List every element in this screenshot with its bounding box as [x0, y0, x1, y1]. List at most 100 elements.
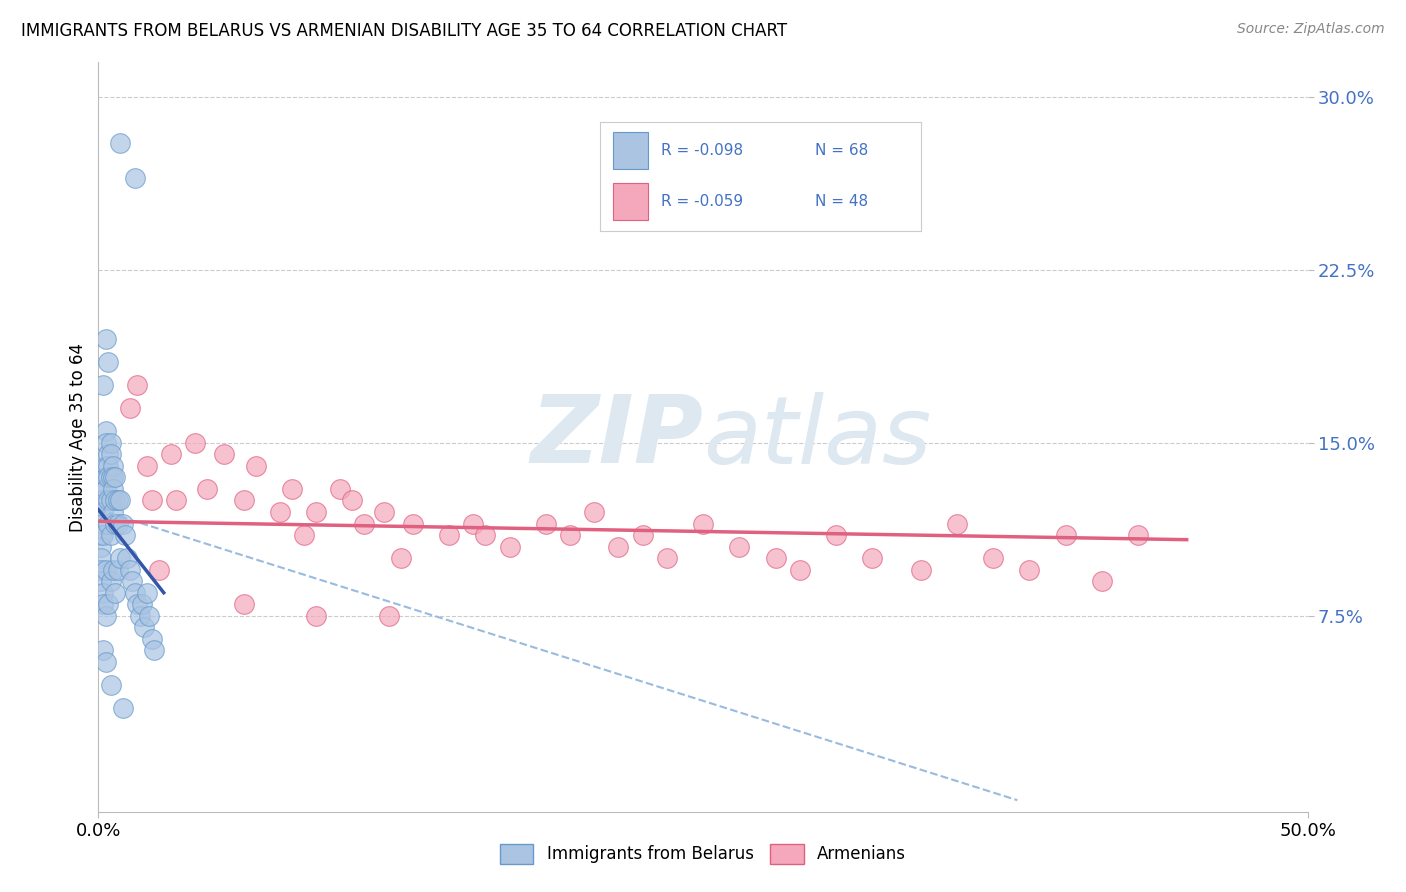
Point	[90, 563, 112, 577]
Point	[143, 643, 166, 657]
Point	[91, 597, 114, 611]
Point	[728, 540, 751, 554]
Point	[148, 563, 170, 577]
Point	[655, 551, 678, 566]
Point	[117, 551, 139, 566]
Text: IMMIGRANTS FROM BELARUS VS ARMENIAN DISABILITY AGE 35 TO 64 CORRELATION CHART: IMMIGRANTS FROM BELARUS VS ARMENIAN DISA…	[21, 22, 787, 40]
Point	[160, 447, 183, 461]
Point	[127, 378, 149, 392]
Point	[91, 378, 114, 392]
Point	[94, 563, 117, 577]
Point	[245, 458, 267, 473]
Point	[97, 355, 120, 369]
Point	[90, 574, 112, 589]
Point	[111, 516, 134, 531]
Point	[269, 505, 291, 519]
Point	[534, 516, 557, 531]
Point	[114, 528, 136, 542]
Point	[97, 597, 120, 611]
Point	[121, 574, 143, 589]
Point	[108, 493, 131, 508]
Point	[128, 608, 150, 623]
Point	[373, 505, 395, 519]
Point	[100, 528, 122, 542]
Point	[342, 493, 364, 508]
Point	[97, 493, 120, 508]
Point	[135, 585, 157, 599]
Point	[108, 551, 131, 566]
Point	[90, 551, 112, 566]
Text: ZIP: ZIP	[530, 391, 703, 483]
Point	[118, 401, 141, 416]
Point	[97, 447, 120, 461]
Point	[135, 458, 157, 473]
Point	[212, 447, 235, 461]
Point	[124, 585, 146, 599]
Point	[329, 482, 352, 496]
Y-axis label: Disability Age 35 to 64: Disability Age 35 to 64	[69, 343, 87, 532]
Point	[101, 482, 124, 496]
Point	[91, 528, 114, 542]
Point	[107, 516, 129, 531]
Point	[101, 563, 124, 577]
Point	[946, 516, 969, 531]
Point	[100, 447, 122, 461]
Point	[138, 608, 160, 623]
Point	[107, 563, 129, 577]
Point	[131, 597, 153, 611]
Point	[981, 551, 1004, 566]
Point	[91, 482, 114, 496]
Point	[232, 493, 254, 508]
Point	[134, 620, 156, 634]
Point	[127, 597, 149, 611]
Point	[94, 458, 117, 473]
Point	[498, 540, 520, 554]
Point	[789, 563, 811, 577]
Point	[94, 332, 117, 346]
Point	[104, 516, 127, 531]
Point	[402, 516, 425, 531]
Point	[195, 482, 218, 496]
Point	[232, 597, 254, 611]
Point	[165, 493, 187, 508]
Point	[910, 563, 932, 577]
Point	[91, 585, 114, 599]
Point	[141, 493, 163, 508]
Point	[281, 482, 304, 496]
Point	[94, 470, 117, 484]
Point	[107, 493, 129, 508]
Point	[104, 470, 127, 484]
Point	[94, 608, 117, 623]
Point	[825, 528, 848, 542]
Legend: Immigrants from Belarus, Armenians: Immigrants from Belarus, Armenians	[494, 838, 912, 871]
Point	[389, 551, 412, 566]
Point	[94, 482, 117, 496]
Point	[292, 528, 315, 542]
Text: atlas: atlas	[703, 392, 931, 483]
Point	[97, 470, 120, 484]
Point	[91, 505, 114, 519]
Point	[353, 516, 375, 531]
Point	[111, 701, 134, 715]
Point	[692, 516, 714, 531]
Point	[100, 493, 122, 508]
Point	[305, 608, 328, 623]
Point	[90, 528, 112, 542]
Point	[90, 540, 112, 554]
Point	[104, 493, 127, 508]
Point	[305, 505, 328, 519]
Point	[97, 458, 120, 473]
Point	[558, 528, 581, 542]
Point	[101, 458, 124, 473]
Point	[100, 435, 122, 450]
Point	[108, 136, 131, 150]
Point	[94, 435, 117, 450]
Point	[1128, 528, 1150, 542]
Point	[1091, 574, 1114, 589]
Point	[377, 608, 399, 623]
Point	[765, 551, 787, 566]
Point	[91, 516, 114, 531]
Point	[474, 528, 496, 542]
Point	[91, 493, 114, 508]
Point	[124, 170, 146, 185]
